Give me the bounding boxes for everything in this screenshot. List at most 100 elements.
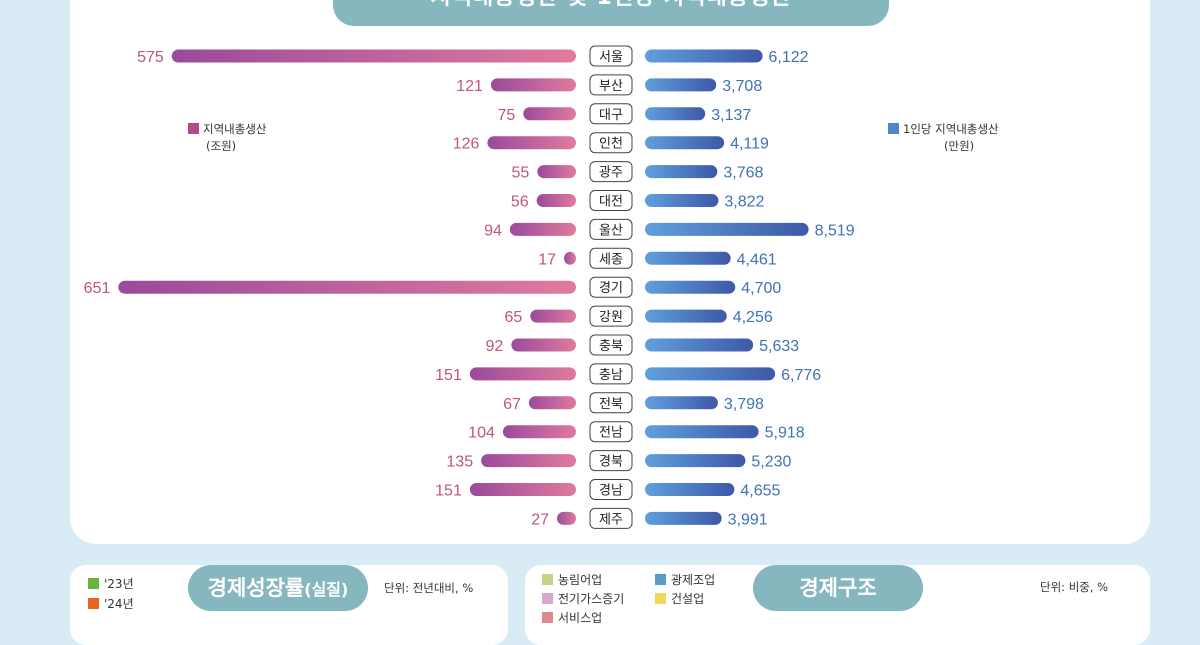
region-box-4 xyxy=(589,161,633,183)
growth-legend-2024-swatch xyxy=(88,598,99,609)
region-box-6 xyxy=(589,218,633,240)
region-label-5: 대전 xyxy=(599,195,623,210)
label-grdp-per-capita-8: 4,700 xyxy=(741,280,781,297)
growth-legend-2023-label: '23년 xyxy=(104,577,134,591)
bar-grdp-per-capita-5 xyxy=(645,194,719,207)
label-grdp-0: 575 xyxy=(137,49,164,66)
bar-grdp-1 xyxy=(490,78,576,92)
growth-title: 경제성장률(실질) xyxy=(188,565,368,611)
label-grdp-per-capita-5: 3,822 xyxy=(724,194,764,211)
label-grdp-7: 17 xyxy=(538,251,556,268)
bar-grdp-10 xyxy=(511,338,576,352)
bar-grdp-per-capita-14 xyxy=(645,454,746,468)
label-grdp-4: 55 xyxy=(512,165,530,182)
label-grdp-per-capita-7: 4,461 xyxy=(737,251,777,268)
structure-panel: 농림어업 광제조업 전기가스증기 건설업 서비스업 경제구조 단위: 비중, % xyxy=(525,565,1150,645)
bar-grdp-per-capita-6 xyxy=(645,222,809,236)
region-box-12 xyxy=(589,392,633,414)
label-grdp-per-capita-16: 3,991 xyxy=(728,511,768,528)
region-label-7: 세종 xyxy=(599,252,623,267)
region-label-10: 충북 xyxy=(599,339,623,354)
label-grdp-per-capita-1: 3,708 xyxy=(722,78,762,95)
bar-grdp-13 xyxy=(502,425,576,439)
legend-left-unit: (조원) xyxy=(206,139,237,153)
label-grdp-10: 92 xyxy=(486,338,504,355)
region-box-7 xyxy=(589,247,633,269)
label-grdp-11: 151 xyxy=(435,367,462,384)
label-grdp-2: 75 xyxy=(497,107,515,124)
label-grdp-14: 135 xyxy=(446,454,473,471)
label-grdp-per-capita-4: 3,768 xyxy=(723,165,763,182)
growth-legend-2024-label: '24년 xyxy=(104,597,134,611)
structure-title: 경제구조 xyxy=(753,565,923,611)
legend-right-unit: (만원) xyxy=(944,139,975,153)
bar-grdp-per-capita-13 xyxy=(645,425,759,439)
legend-right-label: 1인당 지역내총생산 xyxy=(903,122,999,136)
region-label-11: 충남 xyxy=(599,368,623,383)
chart-title: 지역내총생산 및 1인당 지역내총생산 xyxy=(333,0,889,26)
label-grdp-8: 651 xyxy=(84,280,111,297)
label-grdp-per-capita-14: 5,230 xyxy=(751,454,791,471)
region-label-2: 대구 xyxy=(599,108,623,123)
legend-left-swatch xyxy=(188,123,199,134)
bar-grdp-7 xyxy=(564,251,576,265)
region-label-4: 광주 xyxy=(599,166,623,181)
structure-legend-construction: 건설업 xyxy=(655,590,704,607)
region-box-9 xyxy=(589,305,633,327)
bar-grdp-6 xyxy=(509,222,576,236)
label-grdp-per-capita-11: 6,776 xyxy=(781,367,821,384)
growth-panel: '23년 '24년 경제성장률(실질) 단위: 전년대비, % xyxy=(70,565,508,645)
region-box-8 xyxy=(589,276,633,298)
legend-right-swatch xyxy=(888,123,899,134)
bar-grdp-2 xyxy=(523,107,576,121)
region-box-1 xyxy=(589,74,633,96)
bar-grdp-per-capita-0 xyxy=(645,49,763,63)
label-grdp-3: 126 xyxy=(453,136,480,153)
bar-grdp-0 xyxy=(171,49,576,63)
bar-grdp-8 xyxy=(118,280,577,294)
bar-grdp-per-capita-16 xyxy=(645,511,722,525)
region-label-6: 울산 xyxy=(599,223,623,238)
bar-grdp-per-capita-10 xyxy=(645,338,754,352)
label-grdp-per-capita-12: 3,798 xyxy=(724,396,764,413)
region-box-3 xyxy=(589,132,633,154)
bar-grdp-per-capita-11 xyxy=(645,367,776,381)
bar-grdp-9 xyxy=(530,309,576,323)
region-box-10 xyxy=(589,334,633,356)
label-grdp-per-capita-15: 4,655 xyxy=(740,483,780,500)
bar-grdp-per-capita-4 xyxy=(645,165,718,179)
growth-legend-2024: '24년 xyxy=(88,595,134,612)
bar-grdp-14 xyxy=(481,454,576,468)
structure-legend-mfg-label: 광제조업 xyxy=(671,573,716,587)
region-box-5 xyxy=(589,190,633,211)
growth-legend-2023-swatch xyxy=(88,578,99,589)
region-box-11 xyxy=(589,363,633,385)
region-box-15 xyxy=(589,479,633,500)
region-label-15: 경남 xyxy=(599,484,623,499)
label-grdp-per-capita-13: 5,918 xyxy=(765,425,805,442)
bar-grdp-11 xyxy=(469,367,576,381)
bar-grdp-5 xyxy=(536,194,576,207)
label-grdp-per-capita-0: 6,122 xyxy=(769,49,809,66)
structure-legend-utility-swatch xyxy=(542,593,553,604)
region-label-8: 경기 xyxy=(599,281,623,296)
bar-grdp-3 xyxy=(487,136,576,150)
label-grdp-13: 104 xyxy=(468,425,495,442)
region-label-3: 인천 xyxy=(599,137,623,152)
legend-right: 1인당 지역내총생산 (만원) xyxy=(888,121,999,155)
region-box-13 xyxy=(589,421,633,443)
structure-legend-mfg: 광제조업 xyxy=(655,571,715,588)
bar-grdp-per-capita-15 xyxy=(645,483,735,496)
structure-legend-construction-swatch xyxy=(655,593,666,604)
legend-left: 지역내총생산 (조원) xyxy=(188,121,266,155)
label-grdp-9: 65 xyxy=(505,309,523,326)
label-grdp-6: 94 xyxy=(484,222,502,239)
label-grdp-per-capita-9: 4,256 xyxy=(733,309,773,326)
region-box-2 xyxy=(589,103,633,125)
structure-legend-agri-label: 농림어업 xyxy=(558,573,603,587)
label-grdp-5: 56 xyxy=(511,194,529,211)
growth-title-text: 경제성장률 xyxy=(207,576,305,600)
label-grdp-15: 151 xyxy=(435,483,462,500)
structure-legend-service-label: 서비스업 xyxy=(558,611,603,625)
region-box-14 xyxy=(589,450,633,472)
